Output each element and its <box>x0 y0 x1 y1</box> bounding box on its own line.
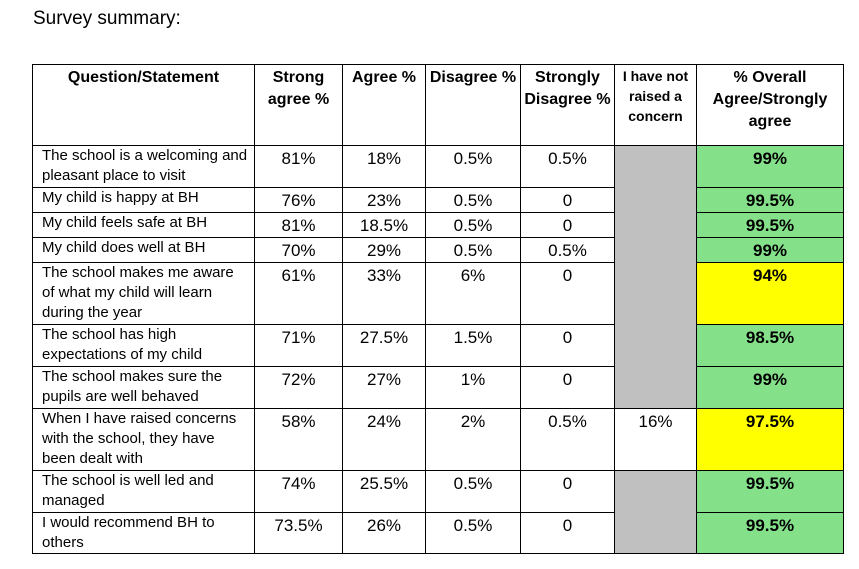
overall-cell: 99% <box>696 366 844 409</box>
overall-cell: 99.5% <box>696 512 844 554</box>
header-strongly-disagree: Strongly Disagree % <box>520 64 615 146</box>
header-agree: Agree % <box>342 64 426 146</box>
disagree-cell: 0.5% <box>425 187 521 213</box>
table-row: The school is well led and managed 74% 25.… <box>32 470 844 554</box>
disagree-cell: 0.5% <box>425 212 521 238</box>
agree-cell: 24% <box>342 408 426 471</box>
strong-agree-cell: 70% <box>254 237 343 263</box>
disagree-cell: 2% <box>425 408 521 471</box>
agree-cell: 26% <box>342 512 426 554</box>
question-cell: My child does well at BH <box>32 237 255 263</box>
agree-cell: 25.5% <box>342 470 426 513</box>
strongly-disagree-cell: 0 <box>520 470 615 513</box>
strongly-disagree-cell: 0 <box>520 366 615 409</box>
header-strong-agree: Strong agree % <box>254 64 343 146</box>
disagree-cell: 0.5% <box>425 237 521 263</box>
table-row: My child feels safe at BH 81% 18.5% 0.5% 0 99… <box>32 212 844 238</box>
agree-cell: 27% <box>342 366 426 409</box>
overall-cell: 94% <box>696 262 844 325</box>
table-row: The school makes me aware of what my chi… <box>32 262 844 325</box>
strongly-disagree-cell: 0.5% <box>520 408 615 471</box>
question-cell: I would recommend BH to others <box>32 512 255 554</box>
disagree-cell: 0.5% <box>425 145 521 188</box>
strong-agree-cell: 81% <box>254 212 343 238</box>
overall-cell: 99% <box>696 237 844 263</box>
not-raised-cell <box>614 470 697 554</box>
agree-cell: 18.5% <box>342 212 426 238</box>
question-cell: The school is a welcoming and pleasant p… <box>32 145 255 188</box>
disagree-cell: 1.5% <box>425 324 521 367</box>
disagree-cell: 0.5% <box>425 470 521 513</box>
table-row: My child does well at BH 70% 29% 0.5% 0.5% 99… <box>32 237 844 263</box>
strongly-disagree-cell: 0 <box>520 512 615 554</box>
agree-cell: 33% <box>342 262 426 325</box>
header-question: Question/Statement <box>32 64 255 146</box>
strong-agree-cell: 72% <box>254 366 343 409</box>
question-cell: My child is happy at BH <box>32 187 255 213</box>
question-cell: The school makes sure the pupils are wel… <box>32 366 255 409</box>
overall-cell: 99.5% <box>696 212 844 238</box>
strong-agree-cell: 74% <box>254 470 343 513</box>
overall-cell: 97.5% <box>696 408 844 471</box>
strongly-disagree-cell: 0 <box>520 187 615 213</box>
header-overall: % Overall Agree/Strongly agree <box>696 64 844 146</box>
question-cell: The school has high expectations of my c… <box>32 324 255 367</box>
overall-cell: 99.5% <box>696 187 844 213</box>
agree-cell: 27.5% <box>342 324 426 367</box>
table-row: The school is a welcoming and pleasant p… <box>32 145 844 409</box>
agree-cell: 18% <box>342 145 426 188</box>
strongly-disagree-cell: 0 <box>520 262 615 325</box>
strong-agree-cell: 58% <box>254 408 343 471</box>
table-row: When I have raised concerns with the sch… <box>32 408 844 471</box>
strong-agree-cell: 73.5% <box>254 512 343 554</box>
strongly-disagree-cell: 0.5% <box>520 145 615 188</box>
header-row: Question/Statement Strong agree % Agree … <box>32 64 844 146</box>
page-title: Survey summary: <box>33 8 181 29</box>
table-row: The school makes sure the pupils are wel… <box>32 366 844 409</box>
table-row: My child is happy at BH 76% 23% 0.5% 0 99.5% <box>32 187 844 213</box>
overall-cell: 98.5% <box>696 324 844 367</box>
question-cell: When I have raised concerns with the sch… <box>32 408 255 471</box>
header-disagree: Disagree % <box>425 64 521 146</box>
strong-agree-cell: 76% <box>254 187 343 213</box>
disagree-cell: 6% <box>425 262 521 325</box>
strong-agree-cell: 71% <box>254 324 343 367</box>
table-row: The school has high expectations of my c… <box>32 324 844 367</box>
agree-cell: 23% <box>342 187 426 213</box>
agree-cell: 29% <box>342 237 426 263</box>
question-cell: The school is well led and managed <box>32 470 255 513</box>
strongly-disagree-cell: 0.5% <box>520 237 615 263</box>
header-not-raised: I have not raised a concern <box>614 64 697 146</box>
question-cell: My child feels safe at BH <box>32 212 255 238</box>
not-raised-cell <box>614 145 697 409</box>
question-cell: The school makes me aware of what my chi… <box>32 262 255 325</box>
survey-table: Question/Statement Strong agree % Agree … <box>32 64 844 554</box>
strong-agree-cell: 61% <box>254 262 343 325</box>
not-raised-cell: 16% <box>614 408 697 471</box>
overall-cell: 99% <box>696 145 844 188</box>
disagree-cell: 0.5% <box>425 512 521 554</box>
strongly-disagree-cell: 0 <box>520 324 615 367</box>
table-row: I would recommend BH to others 73.5% 26% 0.… <box>32 512 844 554</box>
strong-agree-cell: 81% <box>254 145 343 188</box>
overall-cell: 99.5% <box>696 470 844 513</box>
disagree-cell: 1% <box>425 366 521 409</box>
strongly-disagree-cell: 0 <box>520 212 615 238</box>
